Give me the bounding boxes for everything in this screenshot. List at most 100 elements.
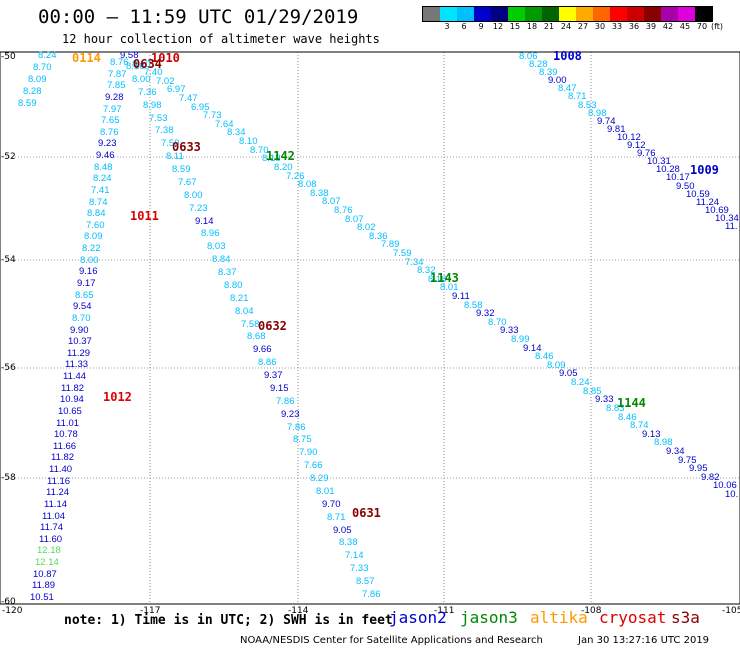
wave-height-value: 8.11 — [166, 151, 184, 162]
wave-height-value: 8.59 — [18, 98, 37, 109]
wave-height-value: 9.58 — [120, 50, 139, 61]
wave-height-value: 7.90 — [299, 447, 318, 458]
wave-height-value: 11.82 — [51, 452, 75, 463]
pass-id-label: 1011 — [130, 209, 159, 223]
wave-height-value: 8.85 — [583, 386, 602, 397]
wave-height-value: 8.00 — [80, 255, 99, 266]
wave-height-value: 7.58 — [241, 319, 260, 330]
wave-height-value: 9.11 — [452, 291, 470, 302]
wave-height-value: 7.26 — [286, 171, 305, 182]
wave-height-value: 9.75 — [678, 455, 697, 466]
wave-height-value: 12.18 — [37, 545, 61, 556]
color-swatch — [593, 7, 610, 21]
wave-height-value: 8.18 — [262, 153, 281, 164]
wave-height-value: 10.51 — [30, 592, 54, 603]
pass-id-label: 1008 — [553, 49, 582, 63]
color-scale-label: 30 — [594, 22, 606, 31]
wave-height-value: 10. — [725, 489, 739, 500]
color-scale-label: 15 — [509, 22, 521, 31]
wave-height-value: 9.90 — [70, 325, 89, 336]
longitude-label: -105 — [722, 606, 740, 616]
color-scale-label: 36 — [628, 22, 640, 31]
wave-height-value: 8.06 — [519, 51, 538, 62]
color-swatch — [661, 7, 678, 21]
footer-note: note: 1) Time is in UTC; 2) SWH is in fe… — [64, 613, 393, 628]
latitude-label: -50 — [1, 52, 16, 62]
wave-height-value: 6.97 — [167, 84, 186, 95]
longitude-label: -111 — [434, 606, 455, 616]
wave-height-value: 8.24 — [38, 50, 57, 61]
wave-height-value: 9.46 — [96, 150, 115, 161]
wave-height-value: 8.84 — [212, 254, 231, 265]
color-scale-label: 45 — [679, 22, 691, 31]
wave-height-value: 8.76 — [110, 57, 129, 68]
wave-height-value: 8.48 — [94, 162, 113, 173]
latitude-label: -60 — [1, 597, 16, 607]
wave-height-value: 8.98 — [588, 108, 607, 119]
wave-height-value: 11.24 — [696, 197, 720, 208]
wave-height-value: 8.21 — [230, 293, 249, 304]
color-scale-label: 18 — [526, 22, 538, 31]
wave-height-value: 8.70 — [33, 62, 52, 73]
wave-height-value: 7.97 — [103, 104, 122, 115]
wave-height-value: 8.71 — [327, 512, 346, 523]
wave-height-value: 8.32 — [417, 265, 436, 276]
wave-height-value: 7.59 — [161, 138, 180, 149]
pass-id-label: 1009 — [690, 163, 719, 177]
wave-height-value: 7.33 — [350, 563, 369, 574]
color-swatch — [457, 7, 474, 21]
satellite-name: s3a — [671, 608, 700, 627]
color-swatch — [644, 7, 661, 21]
wave-height-value: 10.17 — [666, 172, 690, 183]
wave-height-value: 12.14 — [35, 557, 59, 568]
wave-height-value: 7.34 — [405, 257, 424, 268]
wave-height-value: 8.24 — [571, 377, 590, 388]
wave-height-value: 8.01 — [440, 282, 459, 293]
wave-height-value: 8.04 — [235, 306, 254, 317]
wave-height-value: 8.10 — [239, 136, 258, 147]
wave-height-value: 8.00 — [184, 190, 203, 201]
wave-height-value: 7.67 — [178, 177, 197, 188]
color-swatch — [508, 7, 525, 21]
wave-height-value: 8.34 — [227, 127, 246, 138]
pass-id-label: 1012 — [103, 390, 132, 404]
wave-height-value: 8.09 — [28, 74, 47, 85]
wave-height-value: 11.40 — [49, 464, 73, 475]
color-scale-label: 39 — [645, 22, 657, 31]
wave-height-value: 9.05 — [333, 525, 352, 536]
wave-height-value: 9.74 — [597, 116, 616, 127]
color-scale-label: 33 — [611, 22, 623, 31]
wave-height-value: 8.02 — [357, 222, 376, 233]
wave-height-value: 8.09 — [84, 231, 103, 242]
wave-height-value: 8.70 — [488, 317, 507, 328]
wave-height-value: 8.86 — [258, 357, 277, 368]
wave-height-value: 10.28 — [656, 164, 680, 175]
color-swatch — [423, 7, 440, 21]
wave-height-value: 9.23 — [98, 138, 117, 149]
color-scale-label: 27 — [577, 22, 589, 31]
color-swatch — [678, 7, 695, 21]
wave-height-value: 9.14 — [195, 216, 214, 227]
color-scale-label: 70 — [696, 22, 708, 31]
wave-height-value: 8.74 — [89, 197, 108, 208]
wave-height-value: 9.12 — [627, 140, 646, 151]
wave-height-value: 8.65 — [75, 290, 94, 301]
color-swatch — [695, 7, 712, 21]
credit-line: NOAA/NESDIS Center for Satellite Applica… — [240, 635, 543, 646]
pass-id-label: 1144 — [617, 396, 646, 410]
wave-height-value: 11.16 — [47, 476, 71, 487]
wave-height-value: 8.71 — [568, 91, 587, 102]
wave-height-value: 8.98 — [654, 437, 673, 448]
wave-height-value: 10.69 — [705, 205, 729, 216]
wave-height-value: 8.59 — [172, 164, 191, 175]
wave-height-value: 9.50 — [676, 181, 695, 192]
wave-height-value: 8.38 — [339, 537, 358, 548]
wave-height-value: 8.84 — [87, 208, 106, 219]
satellite-name: jason3 — [460, 608, 518, 627]
pass-id-label: 0631 — [352, 506, 381, 520]
wave-height-value: 9.33 — [500, 325, 519, 336]
pass-id-label: 0633 — [172, 140, 201, 154]
wave-height-value: 9.37 — [264, 370, 283, 381]
pass-id-label: 0632 — [258, 319, 287, 333]
wave-height-value: 11.29 — [67, 348, 91, 359]
